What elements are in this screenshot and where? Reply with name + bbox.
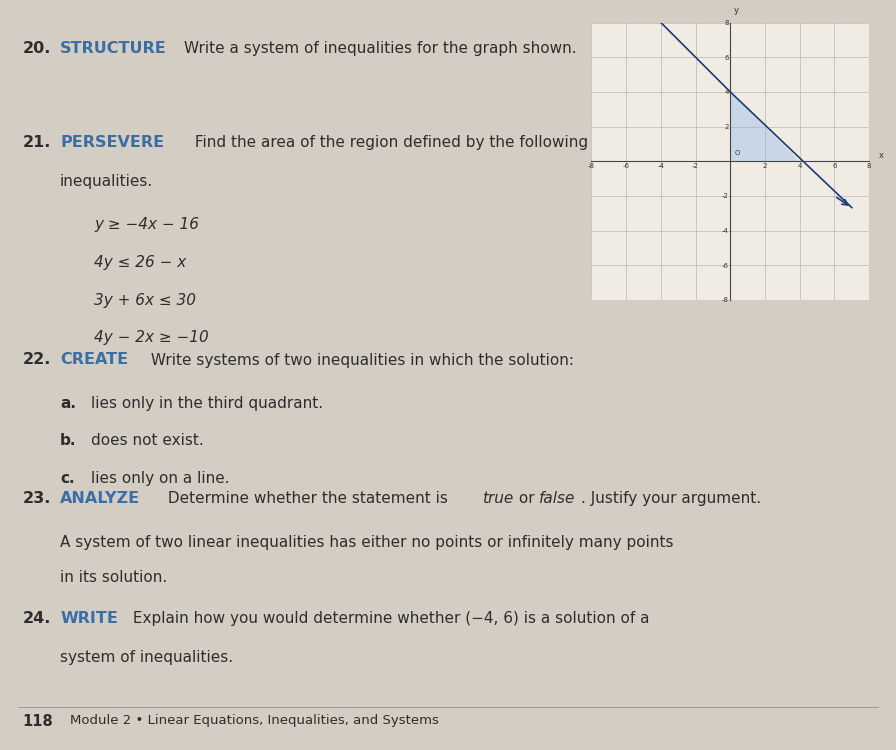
Text: c.: c. bbox=[60, 471, 74, 486]
Text: 3y + 6x ≤ 30: 3y + 6x ≤ 30 bbox=[94, 292, 196, 308]
Text: lies only in the third quadrant.: lies only in the third quadrant. bbox=[91, 396, 323, 411]
Polygon shape bbox=[730, 92, 800, 161]
Text: PERSEVERE: PERSEVERE bbox=[60, 135, 164, 150]
Text: ANALYZE: ANALYZE bbox=[60, 491, 140, 506]
Text: system of inequalities.: system of inequalities. bbox=[60, 650, 233, 665]
Text: 23.: 23. bbox=[22, 491, 51, 506]
Text: b.: b. bbox=[60, 433, 76, 448]
Text: Find the area of the region defined by the following: Find the area of the region defined by t… bbox=[190, 135, 588, 150]
Text: 20.: 20. bbox=[22, 41, 51, 56]
Text: Module 2 • Linear Equations, Inequalities, and Systems: Module 2 • Linear Equations, Inequalitie… bbox=[70, 714, 439, 727]
Text: 4y ≤ 26 − x: 4y ≤ 26 − x bbox=[94, 255, 186, 270]
Text: in its solution.: in its solution. bbox=[60, 570, 168, 585]
Text: y: y bbox=[734, 6, 739, 15]
Text: STRUCTURE: STRUCTURE bbox=[60, 41, 167, 56]
Text: or: or bbox=[514, 491, 539, 506]
Text: true: true bbox=[482, 491, 513, 506]
Text: 4y − 2x ≥ −10: 4y − 2x ≥ −10 bbox=[94, 330, 209, 345]
Text: O: O bbox=[735, 149, 740, 155]
Text: WRITE: WRITE bbox=[60, 611, 118, 626]
Text: false: false bbox=[539, 491, 576, 506]
Text: A system of two linear inequalities has either no points or infinitely many poin: A system of two linear inequalities has … bbox=[60, 535, 674, 550]
Text: 24.: 24. bbox=[22, 611, 51, 626]
Text: lies only on a line.: lies only on a line. bbox=[91, 471, 230, 486]
Text: Determine whether the statement is: Determine whether the statement is bbox=[163, 491, 452, 506]
Text: Write a system of inequalities for the graph shown.: Write a system of inequalities for the g… bbox=[184, 41, 576, 56]
Text: 21.: 21. bbox=[22, 135, 51, 150]
Text: inequalities.: inequalities. bbox=[60, 174, 153, 189]
Text: CREATE: CREATE bbox=[60, 352, 128, 368]
Text: x: x bbox=[879, 151, 883, 160]
Text: . Justify your argument.: . Justify your argument. bbox=[581, 491, 761, 506]
Text: Explain how you would determine whether (−4, 6) is a solution of a: Explain how you would determine whether … bbox=[128, 611, 650, 626]
Text: does not exist.: does not exist. bbox=[91, 433, 204, 448]
Text: Write systems of two inequalities in which the solution:: Write systems of two inequalities in whi… bbox=[146, 352, 574, 368]
Text: y ≥ −4x − 16: y ≥ −4x − 16 bbox=[94, 217, 199, 232]
Text: 118: 118 bbox=[22, 714, 53, 729]
Text: 22.: 22. bbox=[22, 352, 51, 368]
Text: a.: a. bbox=[60, 396, 76, 411]
